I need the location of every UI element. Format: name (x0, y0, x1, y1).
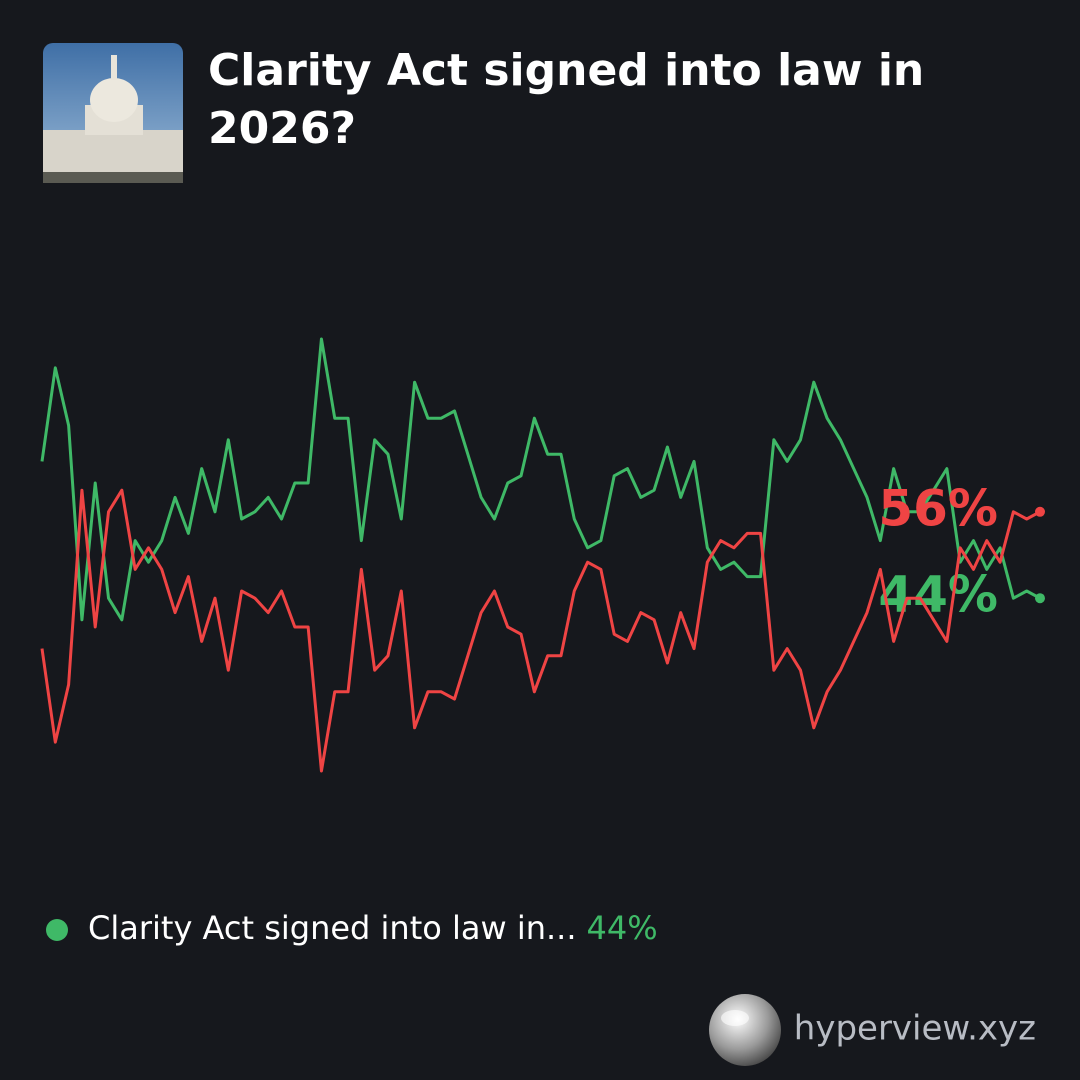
end-point (1035, 506, 1045, 517)
thumbnail (43, 43, 183, 183)
legend-value: 44% (587, 909, 658, 947)
legend-marker (46, 919, 68, 941)
logo (709, 994, 781, 1066)
footer-brand: hyperview.xyz (794, 1009, 1036, 1049)
value-label: 44% (878, 566, 998, 624)
value-label: 56% (878, 479, 998, 537)
series-line (40, 488, 1041, 773)
title: Clarity Act signed into law in 2026? (208, 45, 925, 154)
end-point (1035, 593, 1045, 604)
legend-entry: Clarity Act signed into law in... 44% (88, 909, 658, 947)
series-line (40, 337, 1041, 622)
legend-label: Clarity Act signed into law in... (88, 909, 577, 947)
